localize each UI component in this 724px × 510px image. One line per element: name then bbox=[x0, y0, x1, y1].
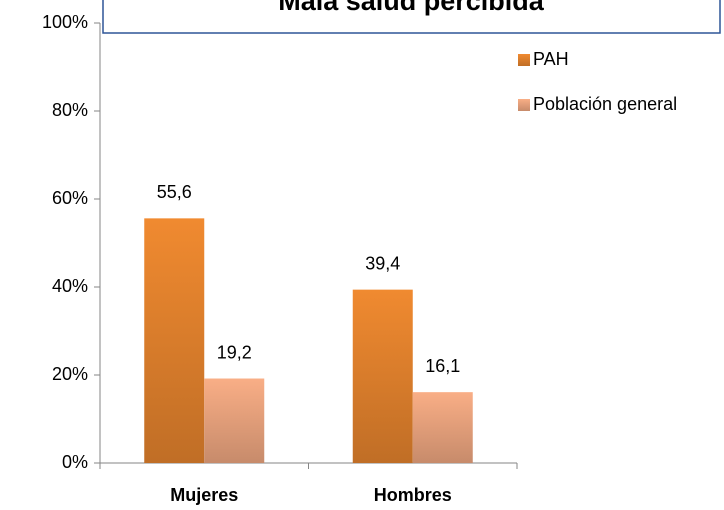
legend-label: Población general bbox=[533, 94, 677, 114]
x-tick-label: Mujeres bbox=[170, 485, 238, 505]
x-tick-label: Hombres bbox=[374, 485, 452, 505]
y-tick-label: 40% bbox=[52, 276, 88, 296]
value-label: 39,4 bbox=[365, 253, 400, 273]
legend-swatch bbox=[518, 54, 530, 66]
bar bbox=[352, 289, 413, 463]
value-label: 16,1 bbox=[425, 356, 460, 376]
value-label: 19,2 bbox=[217, 342, 252, 362]
legend-swatch bbox=[518, 99, 530, 111]
value-label: 55,6 bbox=[157, 182, 192, 202]
title-box bbox=[102, 0, 721, 34]
bar bbox=[204, 378, 265, 463]
y-tick-label: 20% bbox=[52, 364, 88, 384]
bar bbox=[144, 218, 205, 463]
y-tick-label: 0% bbox=[62, 452, 88, 472]
y-tick-label: 60% bbox=[52, 188, 88, 208]
chart-title: Mala salud percibida bbox=[278, 0, 545, 16]
y-tick-label: 100% bbox=[42, 12, 88, 32]
legend-label: PAH bbox=[533, 49, 569, 69]
bar bbox=[412, 392, 473, 463]
y-tick-label: 80% bbox=[52, 100, 88, 120]
